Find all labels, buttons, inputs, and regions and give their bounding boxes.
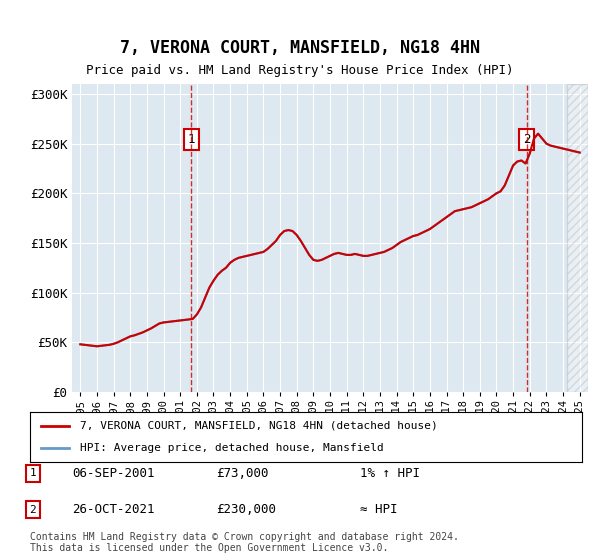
Text: 06-SEP-2001: 06-SEP-2001: [72, 466, 155, 480]
Text: £73,000: £73,000: [216, 466, 269, 480]
Text: 26-OCT-2021: 26-OCT-2021: [72, 503, 155, 516]
Text: 1: 1: [29, 468, 37, 478]
Text: 2: 2: [29, 505, 37, 515]
Bar: [567, 84, 588, 392]
Text: Contains HM Land Registry data © Crown copyright and database right 2024.
This d: Contains HM Land Registry data © Crown c…: [30, 531, 459, 553]
Text: HPI: Average price, detached house, Mansfield: HPI: Average price, detached house, Mans…: [80, 443, 383, 453]
Text: £230,000: £230,000: [216, 503, 276, 516]
Text: ≈ HPI: ≈ HPI: [360, 503, 398, 516]
Text: 1: 1: [188, 133, 195, 146]
Text: Price paid vs. HM Land Registry's House Price Index (HPI): Price paid vs. HM Land Registry's House …: [86, 64, 514, 77]
Text: 2: 2: [523, 133, 530, 146]
Text: 7, VERONA COURT, MANSFIELD, NG18 4HN: 7, VERONA COURT, MANSFIELD, NG18 4HN: [120, 39, 480, 57]
Text: 1% ↑ HPI: 1% ↑ HPI: [360, 466, 420, 480]
Text: 7, VERONA COURT, MANSFIELD, NG18 4HN (detached house): 7, VERONA COURT, MANSFIELD, NG18 4HN (de…: [80, 421, 437, 431]
